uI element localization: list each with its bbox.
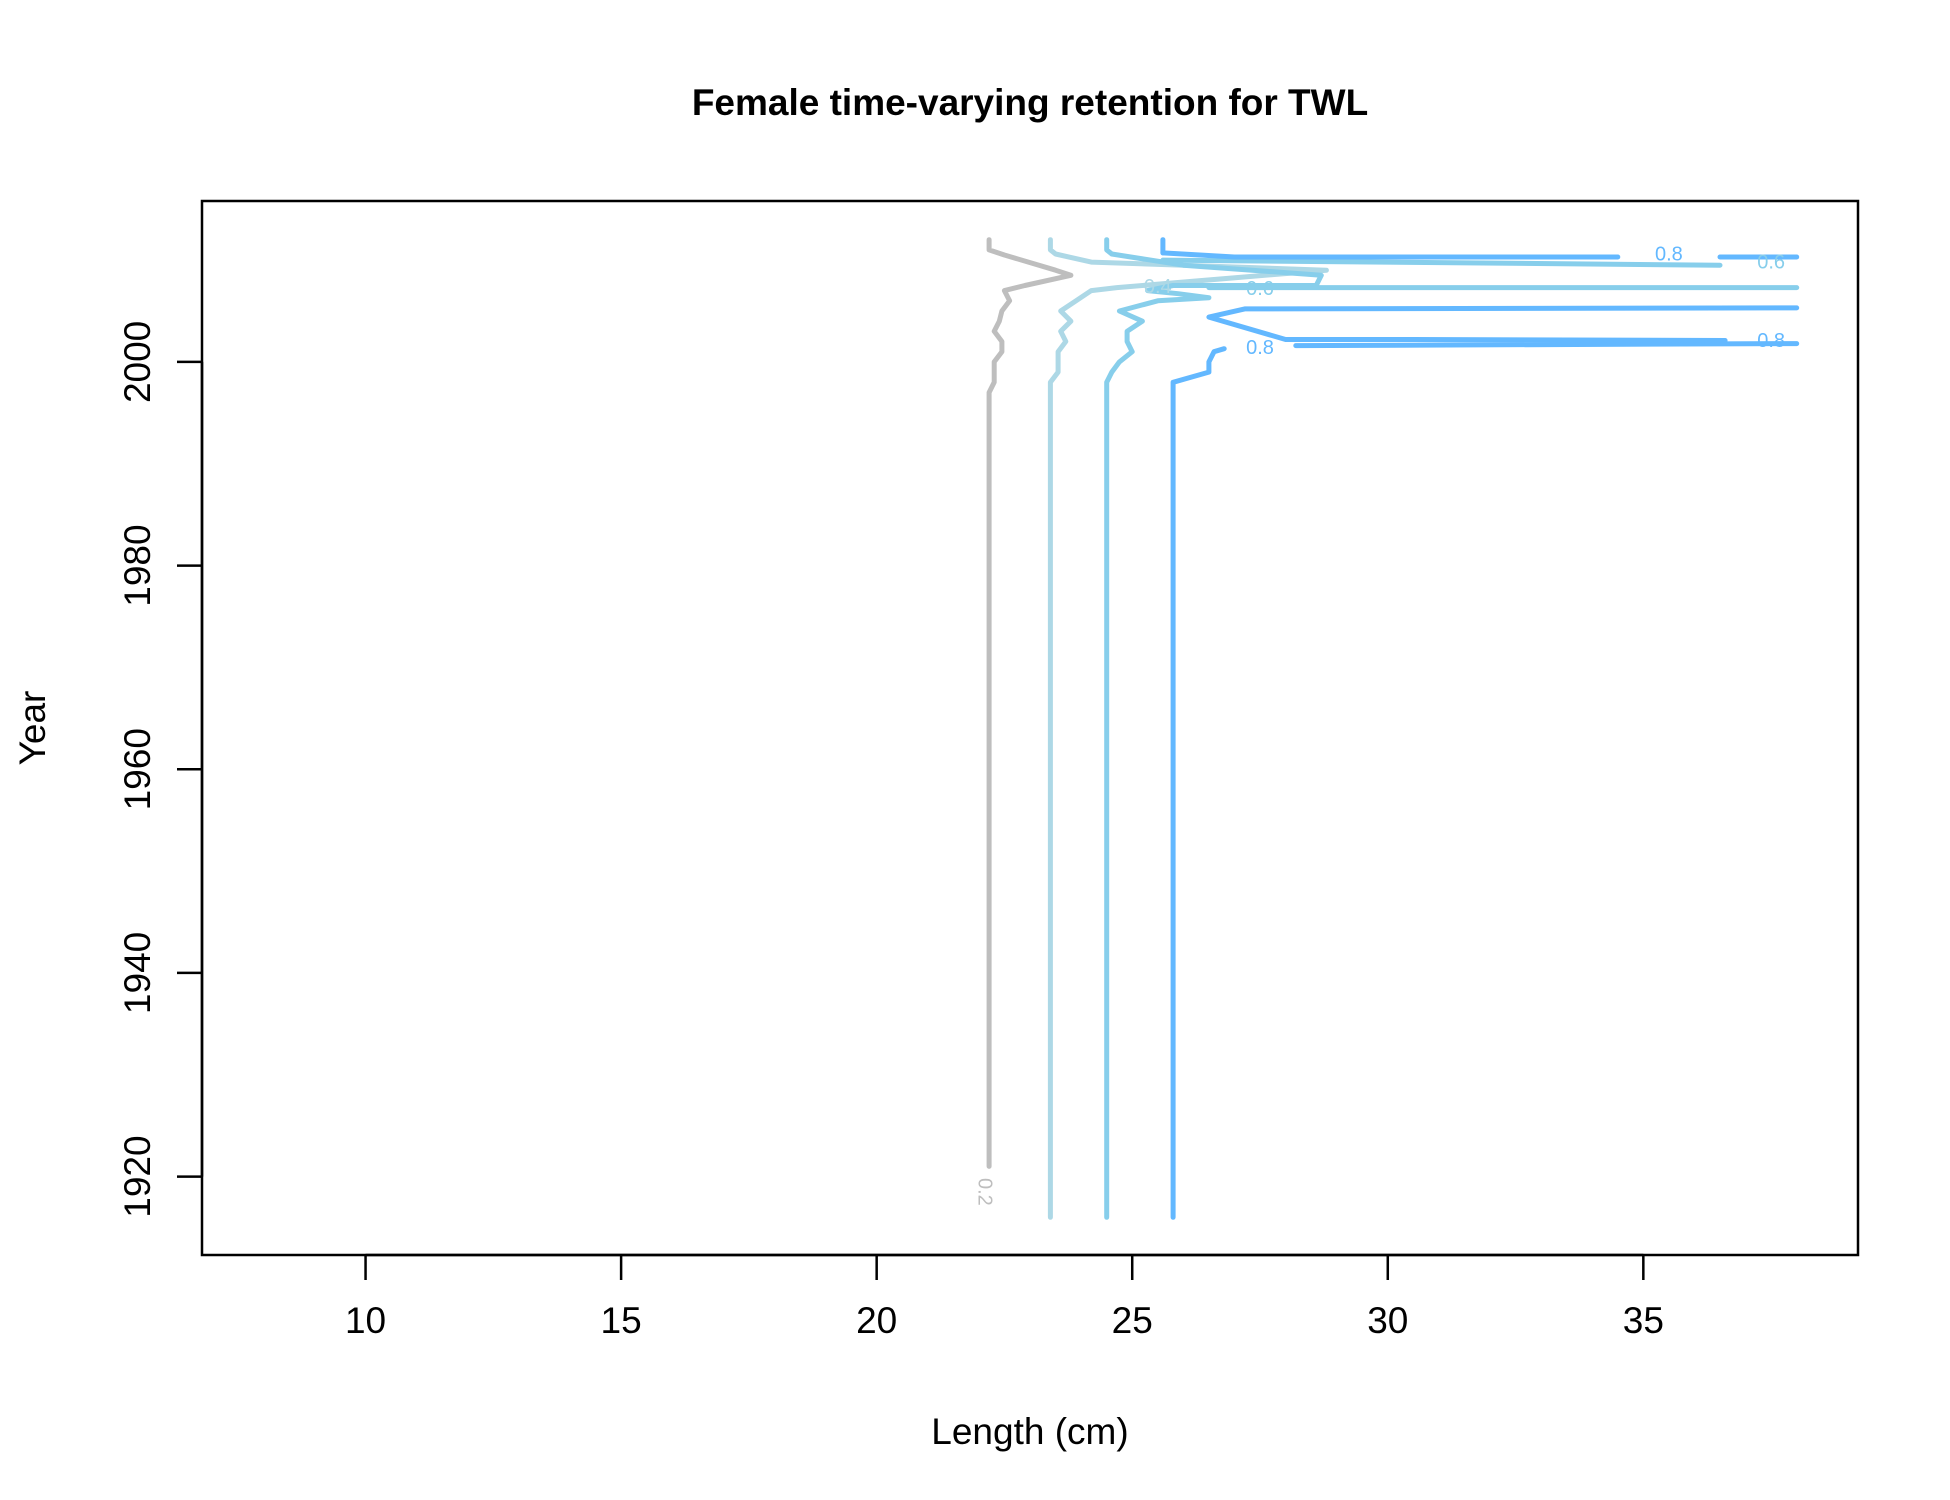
- y-tick-label: 1940: [117, 932, 158, 1014]
- y-tick-label: 1960: [117, 728, 158, 810]
- y-axis-label: Year: [12, 691, 53, 766]
- contour-label: 0.8: [1246, 337, 1274, 359]
- y-axis: 1920 1940 1960 1980 2000: [117, 321, 204, 1218]
- x-tick-label: 25: [1112, 1300, 1153, 1341]
- contour-label: 0.4: [1144, 276, 1172, 298]
- contour-line-0-8: [1170, 346, 1227, 1220]
- contour-lines: [986, 237, 1800, 1220]
- contour-line-0-8: [1206, 305, 1800, 343]
- x-tick-label: 10: [345, 1300, 386, 1341]
- contour-line-0-8: [1293, 341, 1800, 349]
- contour-line-0-2: [986, 237, 1074, 1169]
- contour-label: 0.6: [1757, 251, 1785, 273]
- contour-labels: 0.2 0.4 0.6 0.8 0.8 0.6 0.8: [974, 243, 1785, 1206]
- contour-label: 0.2: [974, 1178, 996, 1206]
- contour-line-0-8: [1160, 250, 1621, 260]
- chart-title: Female time-varying retention for TWL: [692, 82, 1368, 123]
- y-tick-label: 2000: [117, 321, 158, 403]
- y-tick-label: 1980: [117, 524, 158, 606]
- contour-line-0-6: [1160, 257, 1723, 268]
- x-tick-label: 15: [601, 1300, 642, 1341]
- contour-line-0-6: [1104, 237, 1324, 1220]
- x-tick-label: 30: [1367, 1300, 1408, 1341]
- x-axis-label: Length (cm): [931, 1411, 1128, 1452]
- x-axis: 10 15 20 25 30 35: [345, 1253, 1664, 1341]
- plot-frame: [200, 199, 1860, 1257]
- contour-label: 0.6: [1246, 278, 1274, 300]
- x-tick-label: 35: [1623, 1300, 1664, 1341]
- contour-label: 0.8: [1757, 330, 1785, 352]
- y-tick-label: 1920: [117, 1135, 158, 1217]
- contour-line-0-4: [1047, 237, 1329, 1220]
- contour-label: 0.8: [1655, 243, 1683, 265]
- x-tick-label: 20: [856, 1300, 897, 1341]
